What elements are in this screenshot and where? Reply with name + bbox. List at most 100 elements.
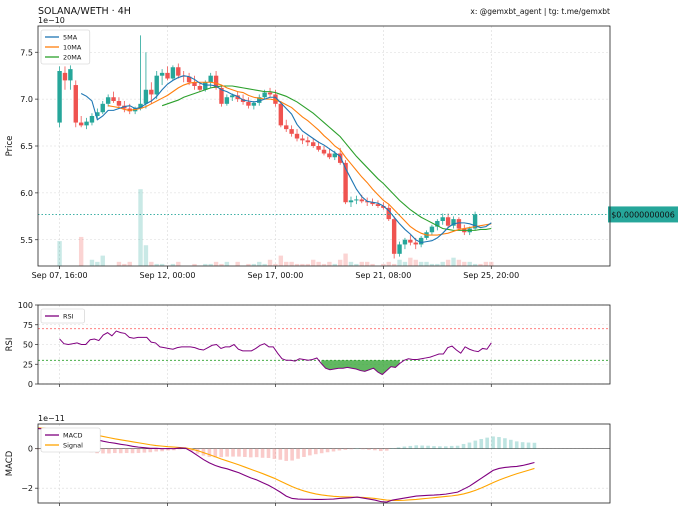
candle-body [138, 103, 143, 109]
macd-histogram-bar [118, 448, 123, 454]
candle-body [154, 75, 159, 95]
rsi-panel: 0 25 50 75 100 RSI RSI [5, 301, 611, 389]
macd-histogram-bar [532, 442, 537, 449]
candle-body [337, 153, 343, 163]
macd-histogram-bar [331, 448, 336, 452]
volume-bar [354, 263, 359, 266]
macd-panel: −2 0 MACD 1e−11 MACD Signal [5, 414, 611, 506]
macd-histogram-bar [231, 448, 235, 457]
macd-histogram-bar [444, 446, 448, 449]
price-legend-label: 10MA [63, 44, 82, 52]
macd-legend-label: Signal [63, 442, 83, 450]
candle-body [440, 217, 445, 221]
volume-bar [176, 261, 181, 266]
volume-bar [273, 263, 278, 266]
macd-histogram-bar [485, 437, 489, 449]
macd-histogram-bar [272, 448, 277, 459]
candle-body [418, 237, 424, 245]
price-legend-label: 20MA [63, 54, 82, 62]
candle-body [95, 112, 100, 116]
macd-histogram-bar [509, 439, 513, 449]
macd-histogram-bar [467, 442, 472, 449]
candle-body [165, 72, 170, 79]
volume-bar [424, 261, 429, 266]
volume-bar [235, 261, 240, 266]
candle-body [472, 214, 478, 229]
macd-histogram-bar [166, 448, 170, 451]
price-x-tick-label: Sep 07, 16:00 [32, 271, 88, 280]
signal-line [37, 427, 535, 501]
candle-body [402, 239, 408, 245]
macd-legend-label: MACD [63, 432, 82, 440]
price-y-tick-label: 6.5 [20, 142, 33, 151]
volume-bar [408, 257, 413, 266]
rsi-y-tick-label: 0 [28, 380, 33, 389]
volume-bar [208, 263, 213, 266]
candle-body [159, 72, 165, 76]
volume-bar [154, 263, 159, 266]
rsi-line [59, 330, 492, 376]
candle-body [343, 162, 348, 203]
macd-histogram-bar [461, 443, 466, 449]
macd-histogram-bar [154, 448, 159, 452]
volume-bar [192, 263, 197, 266]
candle-body [219, 87, 224, 104]
volume-bar [435, 263, 440, 266]
macd-histogram-bar [189, 448, 194, 452]
macd-y-tick-label: −2 [21, 484, 33, 493]
macd-histogram-bar [160, 448, 164, 452]
volume-bar [278, 255, 284, 266]
volume-bar [127, 261, 132, 266]
candle-body [370, 202, 375, 205]
volume-bar [456, 259, 462, 266]
candle-body [375, 204, 381, 206]
macd-histogram-bar [384, 448, 389, 451]
volume-bar [489, 261, 494, 266]
candle-body [381, 206, 386, 208]
volume-bar [445, 259, 451, 266]
candle-body [257, 97, 262, 103]
volume-bar [213, 261, 219, 266]
volume-bar [305, 263, 311, 266]
volume-bar [332, 263, 337, 266]
macd-histogram-bar [402, 446, 407, 449]
candle-body [429, 226, 435, 233]
candle-body [186, 76, 192, 83]
macd-histogram-bar [290, 448, 294, 461]
candle-body [111, 97, 116, 101]
macd-histogram-bar [313, 448, 318, 455]
macd-histogram-bar [213, 448, 218, 458]
macd-histogram-bar [473, 440, 478, 449]
macd-histogram-bar [225, 448, 229, 457]
macd-histogram-bar [319, 448, 324, 454]
volume-bar [159, 263, 165, 266]
candle-body [246, 101, 251, 106]
volume-bar [89, 259, 95, 266]
volume-bar [138, 189, 143, 266]
macd-histogram-bar [207, 448, 212, 457]
candle-body [413, 242, 418, 245]
macd-histogram-bar [373, 448, 377, 451]
macd-histogram-bar [101, 448, 105, 454]
candle-body [73, 85, 78, 123]
macd-y-label: MACD [5, 450, 15, 476]
macd-histogram-bar [349, 448, 354, 450]
volume-bar [397, 259, 402, 266]
volume-bar [472, 263, 478, 266]
volume-bar [467, 261, 472, 266]
macd-histogram-bar [420, 445, 424, 449]
candle-body [305, 140, 311, 143]
macd-histogram-bar [390, 448, 395, 449]
macd-histogram-bar [479, 439, 484, 449]
rsi-oversold-fill [321, 360, 400, 375]
candle-body [278, 103, 284, 126]
candle-body [105, 97, 111, 104]
candle-body [143, 89, 149, 104]
volume-bar [370, 263, 375, 266]
macd-histogram-bar [497, 437, 501, 449]
macd-histogram-bar [455, 445, 460, 449]
macd-histogram-bar [148, 448, 153, 453]
candle-body [435, 221, 440, 227]
volume-bar [451, 257, 456, 266]
macd-frame [37, 423, 611, 504]
